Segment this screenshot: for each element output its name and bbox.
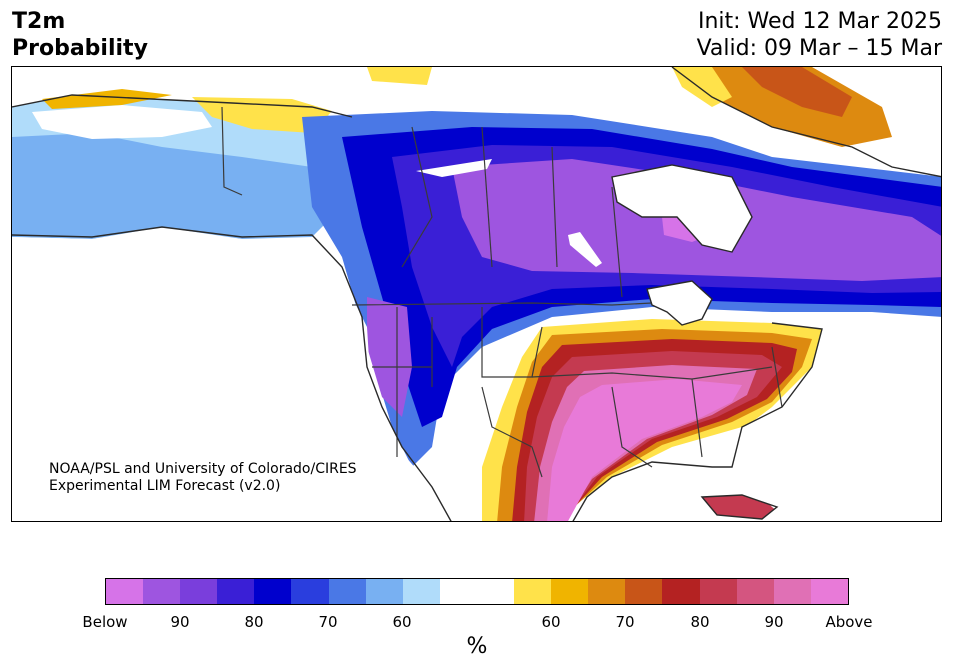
tick-label: 80	[244, 613, 264, 631]
colorbar-segment	[514, 579, 552, 604]
arctic-ocean	[442, 67, 652, 107]
colorbar-segment	[699, 579, 737, 604]
tick-label: 80	[690, 613, 710, 631]
colorbar-segment	[328, 579, 366, 604]
map-svg	[12, 67, 941, 521]
colorbar-segment	[662, 579, 700, 604]
init-date: Init: Wed 12 Mar 2025	[697, 9, 942, 34]
colorbar-segment	[810, 579, 848, 604]
coastlines	[12, 67, 941, 521]
tick-label: 60	[392, 613, 412, 631]
tick-label: 90	[170, 613, 190, 631]
tick-label: Below	[82, 613, 128, 631]
valid-date: Valid: 09 Mar – 15 Mar	[696, 36, 942, 61]
map-title: T2m Probability	[12, 8, 148, 62]
title-line-1: T2m	[12, 9, 66, 34]
lake-winnipeg	[568, 232, 602, 267]
colorbar-segment	[143, 579, 181, 604]
region-alaska-blue	[12, 133, 342, 239]
tick-label: Above	[825, 613, 873, 631]
region-arctic-yellow-top	[367, 67, 432, 85]
great-bear-lake	[416, 159, 492, 177]
region-arctic-yellow	[42, 89, 172, 109]
colorbar-segment	[217, 579, 255, 604]
colorbar-segment	[106, 579, 144, 604]
tick-label: 70	[615, 613, 635, 631]
colorbar-segment	[439, 579, 477, 604]
region-greenland-yellow	[672, 67, 732, 107]
political-boundaries	[221, 106, 783, 478]
hudson-bay	[612, 165, 752, 252]
tick-label: 70	[318, 613, 338, 631]
colorbar-segment	[254, 579, 292, 604]
colorbar-segment	[402, 579, 440, 604]
forecast-dates: Init: Wed 12 Mar 2025 Valid: 09 Mar – 15…	[697, 8, 942, 62]
tick-label: 90	[764, 613, 784, 631]
pacific-ocean	[12, 229, 451, 521]
colorbar-segment	[736, 579, 774, 604]
region-alaska-white	[32, 105, 212, 139]
colorbar-segment	[588, 579, 626, 604]
colorbar	[105, 578, 849, 605]
region-southeast-magenta	[547, 379, 742, 521]
region-greenland-darkorange	[742, 67, 852, 117]
title-line-2: Probability	[12, 36, 148, 61]
credit-text: NOAA/PSL and University of Colorado/CIRE…	[49, 461, 357, 495]
credit-line-1: NOAA/PSL and University of Colorado/CIRE…	[49, 461, 357, 477]
atlantic-ocean	[732, 327, 941, 521]
colorbar-segment	[551, 579, 589, 604]
region-greenland-orange	[702, 67, 892, 147]
colorbar-segment	[476, 579, 515, 604]
colorbar-segment	[180, 579, 218, 604]
probability-map	[11, 66, 942, 522]
great-lakes	[647, 281, 712, 325]
tick-label: 60	[541, 613, 561, 631]
region-westcoast-purple	[367, 297, 412, 417]
colorbar-unit: %	[466, 634, 488, 659]
colorbar-segment	[365, 579, 403, 604]
colorbar-segment	[773, 579, 811, 604]
colorbar-segment	[625, 579, 663, 604]
credit-line-2: Experimental LIM Forecast (v2.0)	[49, 478, 281, 494]
colorbar-segment	[291, 579, 329, 604]
